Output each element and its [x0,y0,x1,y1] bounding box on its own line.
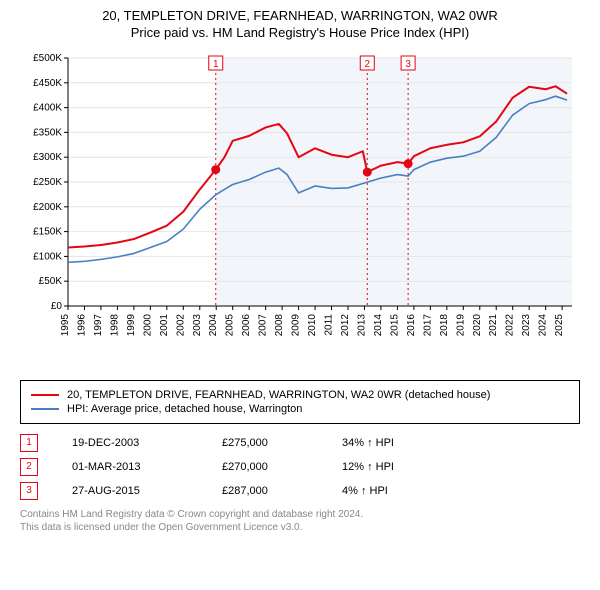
svg-text:2001: 2001 [159,313,170,336]
legend-row: 20, TEMPLETON DRIVE, FEARNHEAD, WARRINGT… [31,389,569,401]
svg-text:2015: 2015 [389,313,400,336]
svg-text:£150K: £150K [33,226,62,237]
svg-text:3: 3 [405,59,411,70]
footer-line2: This data is licensed under the Open Gov… [20,521,580,534]
svg-text:2016: 2016 [406,313,417,336]
svg-text:2002: 2002 [175,313,186,336]
svg-text:£350K: £350K [33,127,62,138]
svg-text:2014: 2014 [373,313,384,336]
sale-row: 1 19-DEC-2003£275,00034% ↑ HPI [20,434,580,452]
svg-text:2010: 2010 [307,313,318,336]
title-line2: Price paid vs. HM Land Registry's House … [10,25,590,42]
svg-text:1997: 1997 [93,313,104,336]
sale-date: 01-MAR-2013 [72,461,222,473]
legend-label: 20, TEMPLETON DRIVE, FEARNHEAD, WARRINGT… [67,389,490,401]
svg-text:1995: 1995 [60,313,71,336]
svg-text:1998: 1998 [109,313,120,336]
footer-line1: Contains HM Land Registry data © Crown c… [20,508,580,521]
svg-text:2007: 2007 [258,313,269,336]
svg-text:£200K: £200K [33,202,62,213]
sale-row: 3 27-AUG-2015£287,0004% ↑ HPI [20,482,580,500]
legend-swatch [31,408,59,410]
sale-pct: 12% ↑ HPI [342,461,394,473]
chart-title: 20, TEMPLETON DRIVE, FEARNHEAD, WARRINGT… [10,8,590,42]
svg-text:2019: 2019 [455,313,466,336]
sale-pct: 4% ↑ HPI [342,485,388,497]
legend: 20, TEMPLETON DRIVE, FEARNHEAD, WARRINGT… [20,380,580,424]
svg-text:£450K: £450K [33,78,62,89]
svg-text:£500K: £500K [33,53,62,64]
svg-text:£300K: £300K [33,152,62,163]
sales-table: 119-DEC-2003£275,00034% ↑ HPI201-MAR-201… [20,434,580,500]
sale-marker-num: 3 [20,482,38,500]
svg-text:2005: 2005 [225,313,236,336]
price-chart: £0 £50K £100K £150K £200K £250K £300K £350K £400… [20,48,580,358]
svg-text:2003: 2003 [192,313,203,336]
sale-marker-num: 2 [20,458,38,476]
svg-text:2011: 2011 [324,313,335,335]
svg-text:£250K: £250K [33,177,62,188]
svg-text:2000: 2000 [142,313,153,336]
svg-text:2006: 2006 [241,313,252,336]
sale-pct: 34% ↑ HPI [342,437,394,449]
svg-text:£0: £0 [51,301,63,312]
legend-row: HPI: Average price, detached house, Warr… [31,403,569,415]
svg-text:2: 2 [364,59,370,70]
svg-text:1999: 1999 [126,313,137,336]
svg-text:2013: 2013 [356,313,367,336]
sale-date: 27-AUG-2015 [72,485,222,497]
sale-price: £287,000 [222,485,342,497]
sale-price: £270,000 [222,461,342,473]
svg-text:2012: 2012 [340,313,351,336]
title-line1: 20, TEMPLETON DRIVE, FEARNHEAD, WARRINGT… [10,8,590,25]
svg-text:2024: 2024 [538,313,549,336]
svg-text:2023: 2023 [521,313,532,336]
svg-text:£400K: £400K [33,102,62,113]
legend-swatch [31,394,59,396]
svg-text:2021: 2021 [488,313,499,336]
sale-marker-num: 1 [20,434,38,452]
svg-text:2025: 2025 [554,313,565,336]
svg-text:2009: 2009 [291,313,302,336]
svg-text:£50K: £50K [39,276,63,287]
svg-text:2017: 2017 [422,313,433,336]
svg-text:2018: 2018 [439,313,450,336]
sale-row: 2 01-MAR-2013£270,00012% ↑ HPI [20,458,580,476]
svg-text:2022: 2022 [505,313,516,336]
svg-text:2020: 2020 [472,313,483,336]
sale-date: 19-DEC-2003 [72,437,222,449]
sale-price: £275,000 [222,437,342,449]
legend-label: HPI: Average price, detached house, Warr… [67,403,302,415]
svg-text:2004: 2004 [208,313,219,336]
svg-text:£100K: £100K [33,251,62,262]
svg-text:1996: 1996 [76,313,87,336]
footer: Contains HM Land Registry data © Crown c… [20,508,580,534]
svg-text:1: 1 [213,59,219,70]
svg-text:2008: 2008 [274,313,285,336]
